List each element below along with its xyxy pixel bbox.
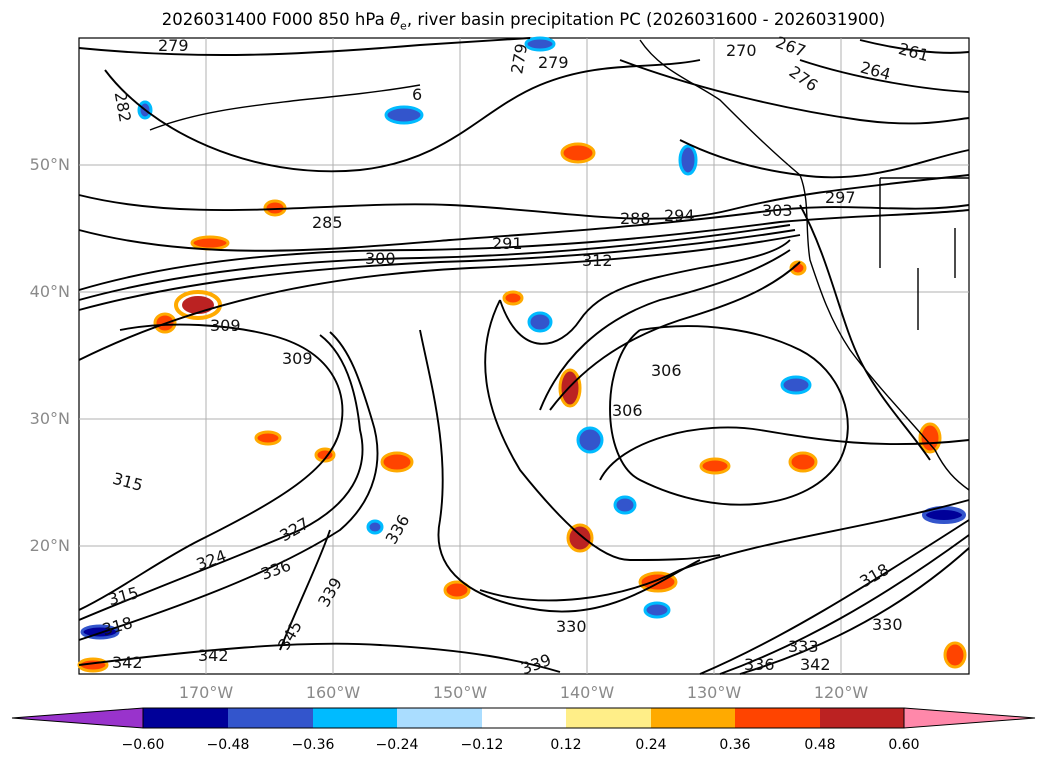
- contour-label: 288: [620, 209, 651, 228]
- colorbar-tick-label: −0.24: [375, 737, 419, 753]
- map-frame: [78, 37, 970, 675]
- theta-symbol: θ: [389, 10, 401, 29]
- colorbar-bin: [228, 708, 313, 728]
- lat-label-20N: 20°N: [29, 536, 70, 555]
- colorbar-tick-label: 0.48: [804, 737, 836, 753]
- title-suffix: , river basin precipitation PC (20260316…: [406, 10, 886, 29]
- colorbar-tick-label: 0.12: [550, 737, 582, 753]
- contour-label: 342: [198, 646, 229, 665]
- contour-label: 342: [112, 653, 143, 672]
- colorbar-tick-label: 0.24: [635, 737, 667, 753]
- contour-label: 336: [744, 655, 775, 674]
- contour-label: 306: [612, 401, 643, 420]
- colorbar-bin: [735, 708, 820, 728]
- contour-label: 342: [800, 655, 831, 674]
- contour-label: 330: [872, 615, 903, 634]
- lon-label-170W: 170°W: [178, 683, 234, 702]
- colorbar-tick-label: −0.60: [121, 737, 165, 753]
- contour-label: 294: [664, 206, 695, 225]
- title-prefix: 2026031400 F000 850 hPa: [161, 10, 390, 29]
- lon-label-150W: 150°W: [432, 683, 488, 702]
- lat-label-50N: 50°N: [29, 155, 70, 174]
- coastline: [149, 39, 970, 491]
- colorbar-bin: [397, 708, 482, 728]
- colorbar-bin: [651, 708, 735, 728]
- colorbar-outline: [142, 707, 905, 729]
- colorbar: [11, 707, 1036, 729]
- colorbar-extend-high: [903, 707, 1036, 729]
- contour-label: 333: [788, 637, 819, 656]
- contour-label: 309: [282, 349, 313, 368]
- lon-label-130W: 130°W: [686, 683, 742, 702]
- colorbar-tick-label: −0.12: [460, 737, 504, 753]
- colorbar-tick-label: 0.36: [719, 737, 751, 753]
- colorbar-tick-label: 0.60: [888, 737, 920, 753]
- contour-label: 291: [492, 234, 523, 253]
- theta-subscript: e: [400, 19, 407, 33]
- colorbar-tick-label: −0.48: [206, 737, 250, 753]
- contour-label: 309: [210, 316, 241, 335]
- lon-label-140W: 140°W: [559, 683, 615, 702]
- lat-label-40N: 40°N: [29, 282, 70, 301]
- chart-title: 2026031400 F000 850 hPa θe, river basin …: [0, 10, 1047, 32]
- precip-blob: [182, 296, 214, 314]
- contour-label: 300: [365, 249, 396, 268]
- contour-label: 303: [762, 201, 793, 220]
- contour-label: 285: [312, 213, 343, 232]
- colorbar-bin: [820, 708, 904, 728]
- colorbar-bin: [566, 708, 651, 728]
- contour-label: 330: [556, 617, 587, 636]
- contour-label: 279: [158, 36, 189, 55]
- contour-label: 306: [651, 361, 682, 380]
- contour-label: 297: [825, 188, 856, 207]
- contour-label: 6: [412, 85, 422, 104]
- contour-label: 312: [582, 251, 613, 270]
- plot-area: [78, 37, 970, 675]
- colorbar-bin: [313, 708, 397, 728]
- colorbar-tick-label: −0.36: [291, 737, 335, 753]
- lon-label-160W: 160°W: [305, 683, 361, 702]
- colorbar-extend-low: [11, 707, 144, 729]
- contour-label: 279: [538, 53, 569, 72]
- colorbar-bin: [482, 708, 566, 728]
- lat-label-30N: 30°N: [29, 409, 70, 428]
- colorbar-bin: [143, 708, 228, 728]
- contour-label: 270: [726, 41, 757, 60]
- lon-label-120W: 120°W: [813, 683, 869, 702]
